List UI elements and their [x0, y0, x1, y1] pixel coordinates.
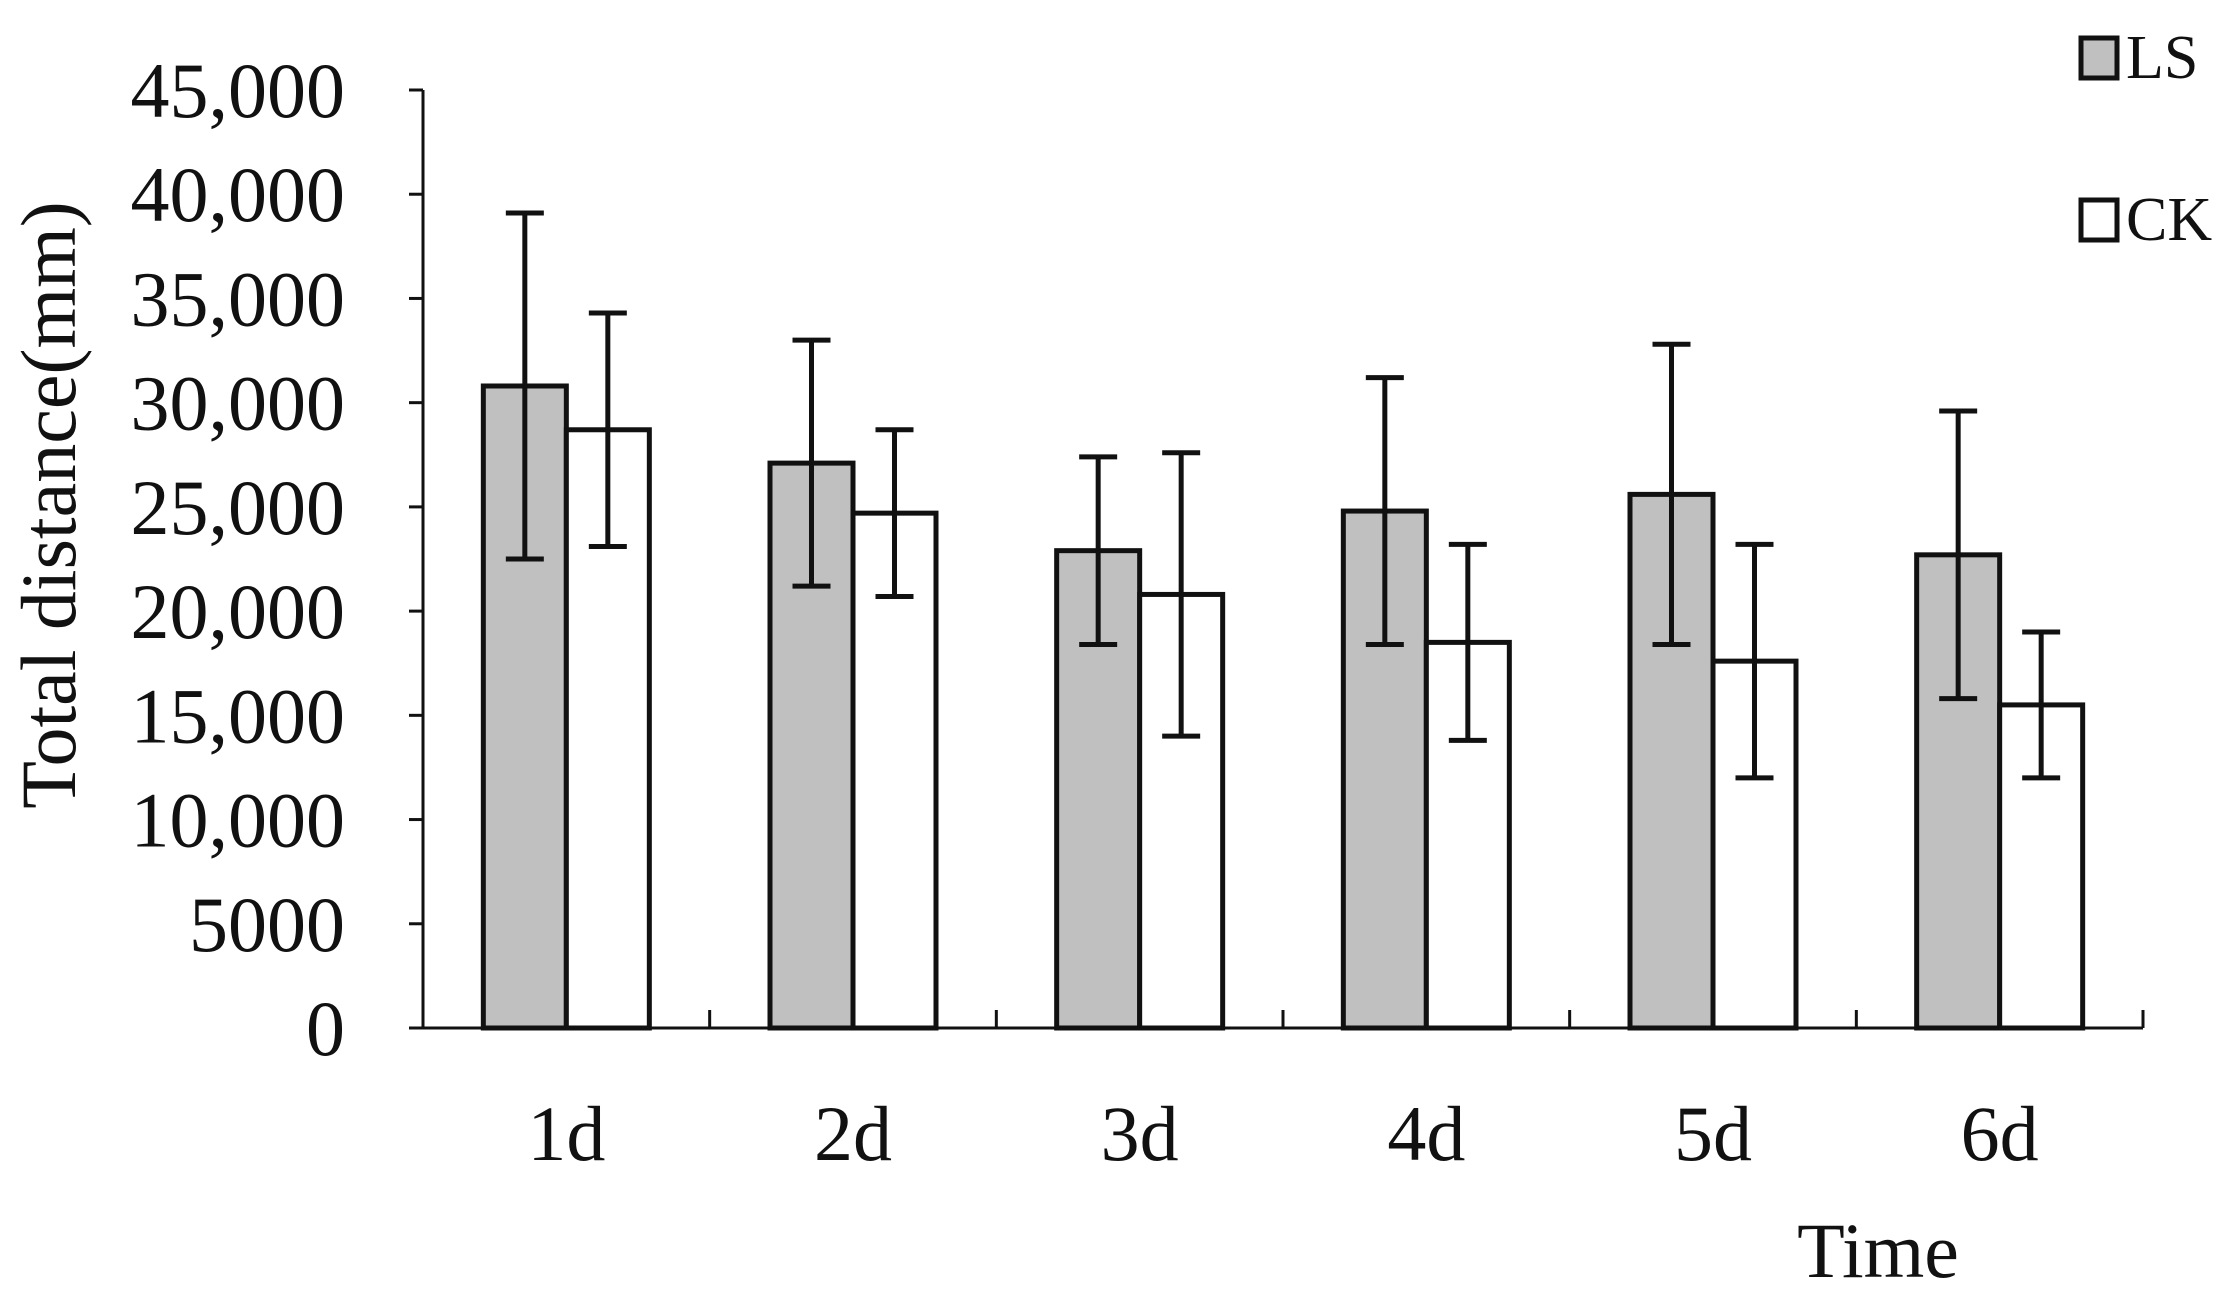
x-tick-label: 5d [1674, 1090, 1752, 1177]
error-bar-ck-6d [2022, 629, 2061, 781]
y-axis: 0 5000 10,000 15,000 20,000 25,000 30,000 35,00… [131, 47, 425, 1072]
y-axis-title: Total distance(mm) [5, 201, 92, 809]
y-tick-label: 40,000 [131, 151, 346, 238]
x-tick-label: 2d [814, 1090, 892, 1177]
error-bar-ls-5d [1652, 341, 1691, 647]
x-tick-label: 3d [1101, 1090, 1179, 1177]
legend-swatch-ls [2078, 35, 2120, 81]
error-bar-ls-6d [1939, 408, 1978, 702]
y-tick-label: 25,000 [131, 464, 346, 551]
x-tick-label: 1d [527, 1090, 605, 1177]
error-bars [505, 210, 2061, 781]
x-axis: 1d 2d 3d 4d 5d 6d [423, 1010, 2145, 1177]
error-bar-ck-4d [1448, 541, 1487, 743]
x-axis-title: Time [1797, 1207, 1959, 1294]
legend-label-ls: LS [2126, 24, 2198, 92]
bars [480, 383, 2086, 1031]
error-bar-ck-5d [1735, 541, 1774, 781]
error-bar-ck-3d [1162, 450, 1201, 739]
legend-swatch-ck [2078, 197, 2120, 243]
legend-label-ck: CK [2126, 186, 2212, 254]
y-tick-label: 45,000 [131, 47, 346, 134]
error-bar-ls-1d [505, 210, 544, 562]
y-tick-label: 0 [306, 985, 345, 1072]
x-tick-label: 4d [1387, 1090, 1465, 1177]
x-tick-label: 6d [1961, 1090, 2039, 1177]
y-tick-label: 15,000 [131, 672, 346, 759]
y-tick-label: 35,000 [131, 255, 346, 342]
error-bar-ls-3d [1079, 454, 1118, 647]
error-bar-ls-4d [1365, 375, 1404, 647]
y-tick-label: 5000 [189, 881, 345, 968]
error-bar-ck-1d [588, 310, 627, 549]
y-tick-label: 30,000 [131, 360, 346, 447]
error-bar-ck-2d [875, 427, 914, 600]
legend: LS CK [2078, 24, 2212, 254]
error-bar-ls-2d [792, 337, 831, 589]
y-tick-label: 20,000 [131, 568, 346, 655]
y-tick-label: 10,000 [131, 777, 346, 864]
